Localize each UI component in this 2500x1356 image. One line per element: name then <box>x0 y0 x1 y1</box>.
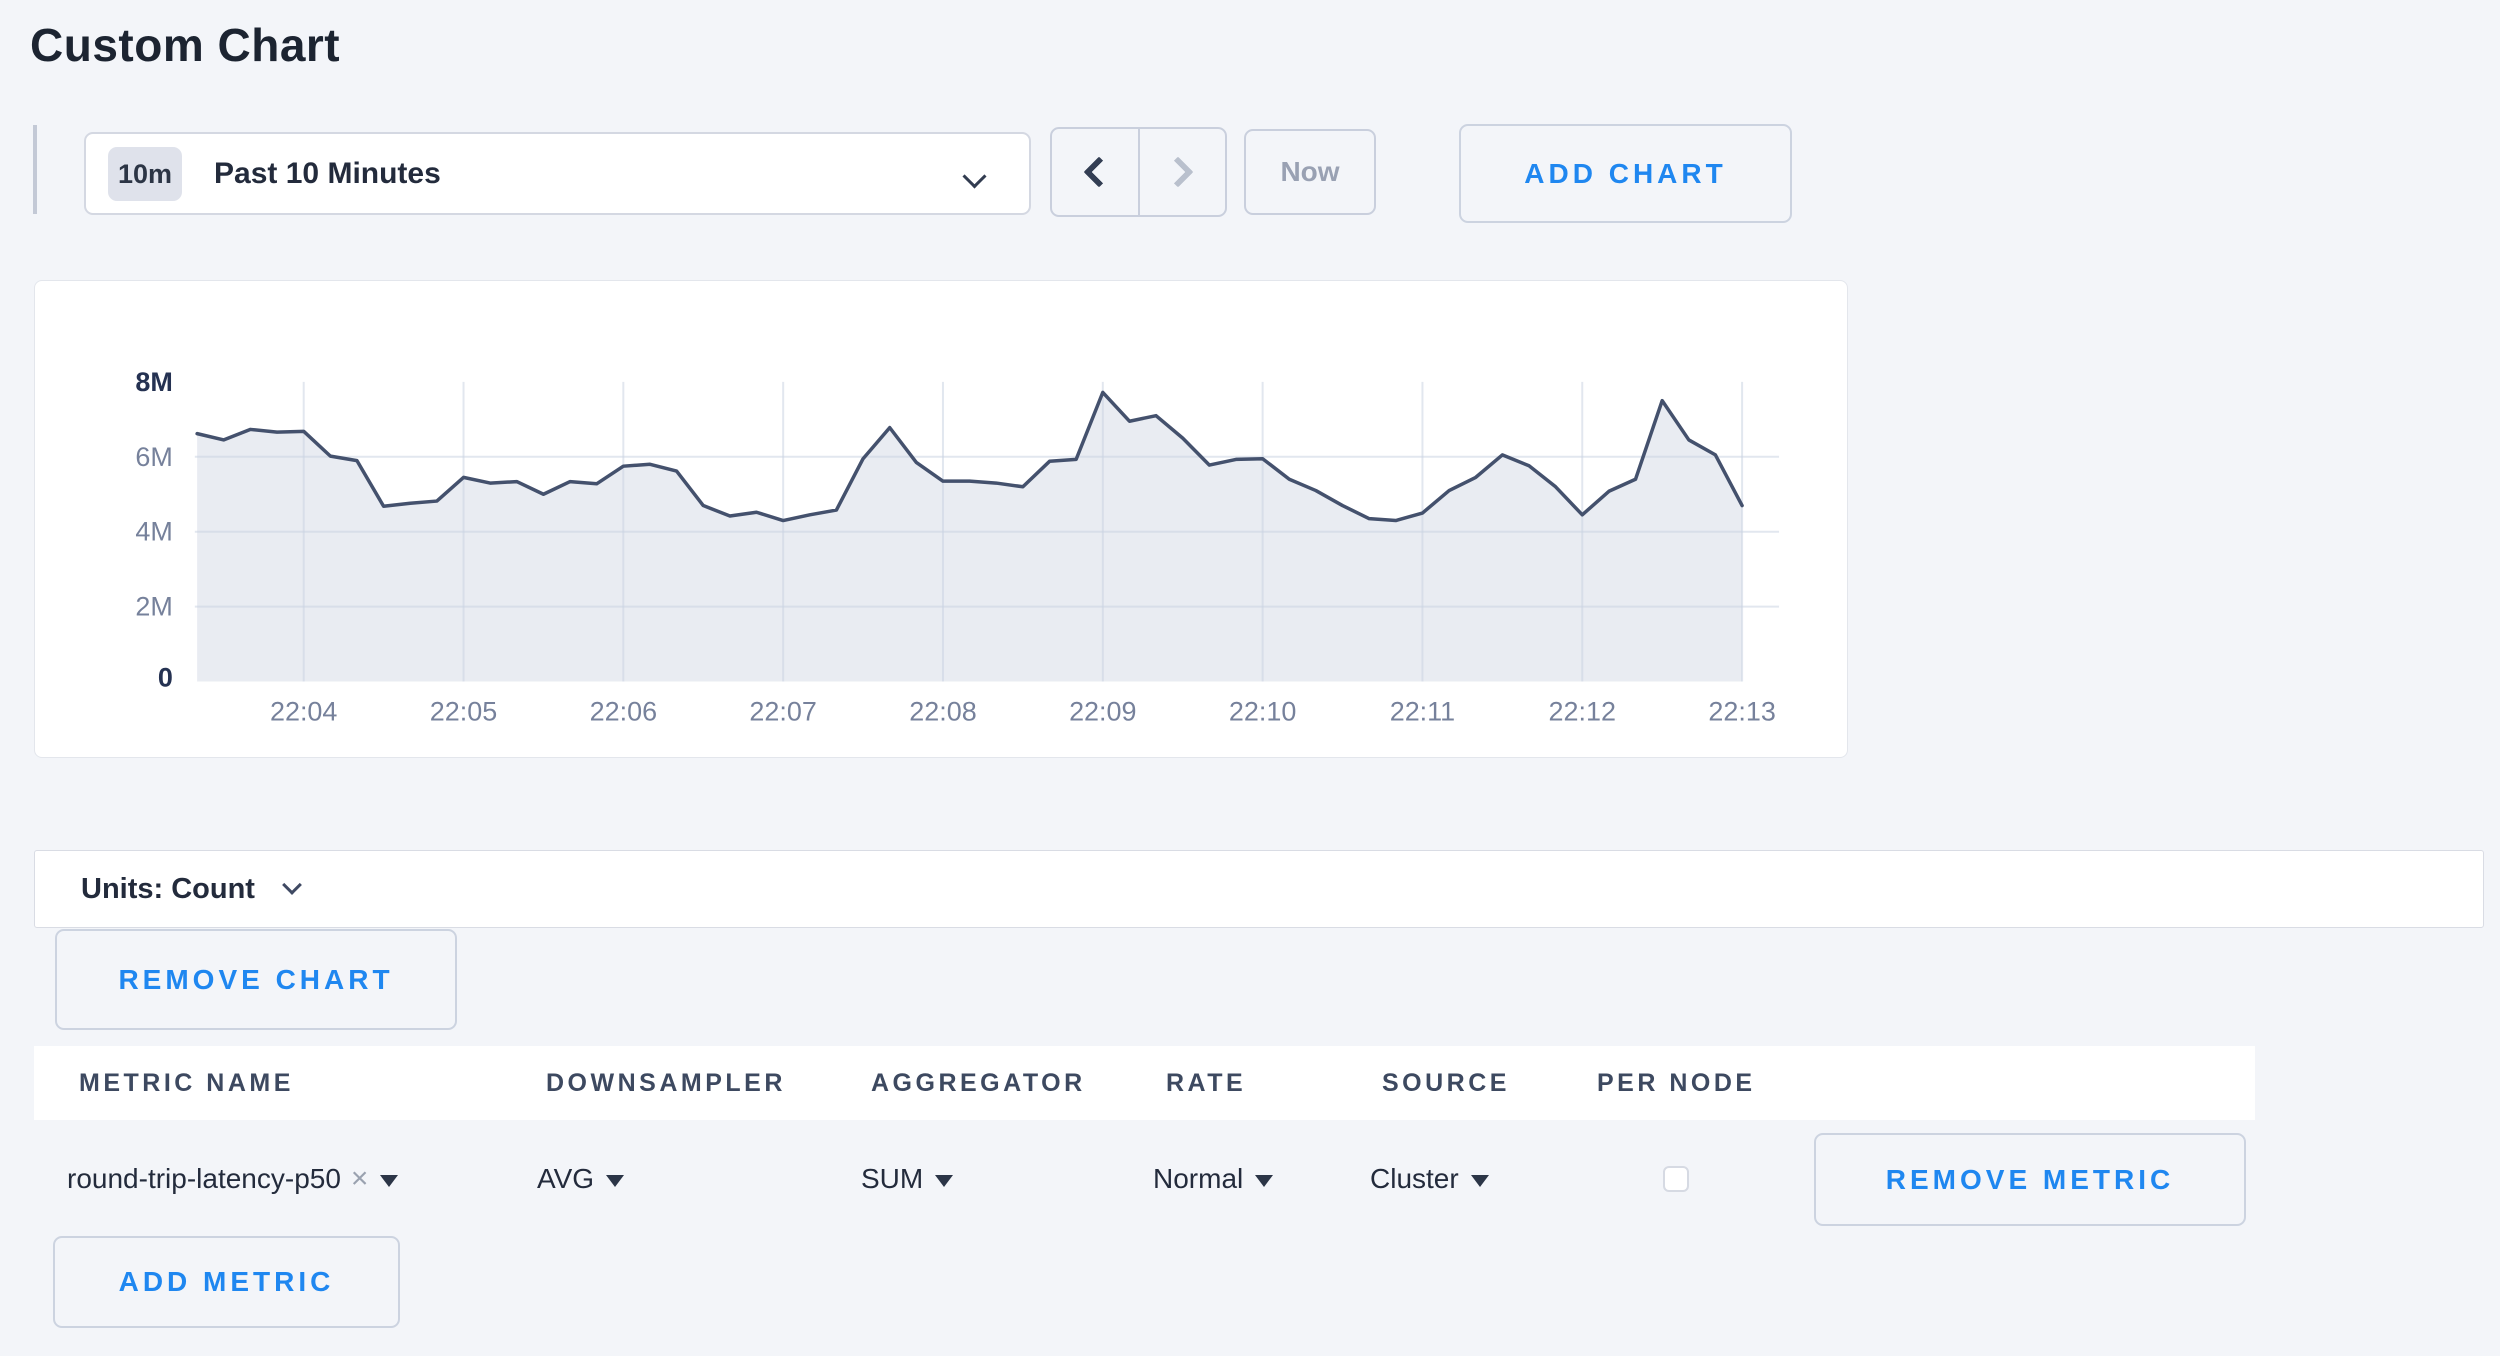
x-axis-label: 22:13 <box>1708 697 1775 727</box>
header-rate: RATE <box>1166 1069 1247 1097</box>
units-label: Units: Count <box>81 872 255 905</box>
time-window-badge: 10m <box>108 146 183 201</box>
time-nav-group <box>1050 127 1227 217</box>
page-title: Custom Chart <box>30 19 341 71</box>
metric-row: round-trip-latency-p50 × AVG SUM Normal … <box>34 1120 2255 1237</box>
next-time-button[interactable] <box>1140 129 1226 215</box>
metric-name-select[interactable]: round-trip-latency-p50 × <box>67 1120 399 1237</box>
time-range-dropdown[interactable]: 10m Past 10 Minutes <box>84 132 1031 215</box>
chevron-left-icon <box>1083 156 1115 188</box>
custom-chart-canvas: 8M 6M 4M 2M 0 22:04 22:05 22:06 22:07 22:08 22:09 2… <box>135 367 1780 727</box>
rate-value: Normal <box>1153 1162 1244 1194</box>
header-per-node: PER NODE <box>1597 1069 1756 1097</box>
series-line <box>195 390 1744 523</box>
x-axis-label: 22:12 <box>1549 697 1616 727</box>
x-axis-label: 22:11 <box>1390 697 1455 727</box>
chevron-down-icon <box>282 875 302 895</box>
y-axis-label: 0 <box>158 663 173 693</box>
caret-down-icon <box>935 1174 954 1187</box>
per-node-checkbox[interactable] <box>1663 1166 1689 1192</box>
metric-name-value: round-trip-latency-p50 <box>67 1162 341 1194</box>
source-select[interactable]: Cluster <box>1370 1120 1489 1237</box>
add-chart-button[interactable]: ADD CHART <box>1459 124 1792 223</box>
controls-accent-bar <box>33 125 37 214</box>
caret-down-icon <box>1255 1174 1274 1187</box>
y-axis-label: 8M <box>135 367 172 397</box>
now-button[interactable]: Now <box>1244 129 1376 215</box>
aggregator-select[interactable]: SUM <box>861 1120 954 1237</box>
add-metric-button[interactable]: ADD METRIC <box>53 1236 400 1328</box>
metrics-table-header: METRIC NAME DOWNSAMPLER AGGREGATOR RATE … <box>34 1046 2255 1120</box>
units-dropdown[interactable]: Units: Count <box>34 850 2484 928</box>
x-axis-label: 22:06 <box>590 697 657 727</box>
close-icon[interactable]: × <box>350 1161 369 1195</box>
y-axis-label: 6M <box>135 442 172 472</box>
downsampler-value: AVG <box>537 1162 595 1194</box>
caret-down-icon <box>1470 1174 1489 1187</box>
caret-down-icon <box>380 1174 399 1187</box>
aggregator-value: SUM <box>861 1162 924 1194</box>
chart-card: 8M 6M 4M 2M 0 22:04 22:05 22:06 22:07 22:08 22:09 2… <box>34 280 1848 758</box>
downsampler-select[interactable]: AVG <box>537 1120 625 1237</box>
x-axis-label: 22:10 <box>1229 697 1296 727</box>
y-axis-label: 2M <box>135 592 172 622</box>
header-source: SOURCE <box>1382 1069 1510 1097</box>
x-axis-label: 22:05 <box>430 697 497 727</box>
x-axis-label: 22:07 <box>749 697 816 727</box>
chevron-down-icon <box>962 164 987 189</box>
x-axis-label: 22:09 <box>1069 697 1136 727</box>
prev-time-button[interactable] <box>1052 129 1140 215</box>
remove-chart-button[interactable]: REMOVE CHART <box>55 929 457 1030</box>
chevron-right-icon <box>1162 156 1194 188</box>
caret-down-icon <box>606 1174 625 1187</box>
x-axis-label: 22:04 <box>270 697 337 727</box>
source-value: Cluster <box>1370 1162 1459 1194</box>
y-axis-label: 4M <box>135 517 172 547</box>
rate-select[interactable]: Normal <box>1153 1120 1274 1237</box>
remove-metric-button[interactable]: REMOVE METRIC <box>1814 1133 2246 1226</box>
series-area-fill <box>197 392 1743 682</box>
header-downsampler: DOWNSAMPLER <box>546 1069 786 1097</box>
x-axis-label: 22:08 <box>909 697 976 727</box>
header-aggregator: AGGREGATOR <box>871 1069 1086 1097</box>
header-metric-name: METRIC NAME <box>79 1069 294 1097</box>
time-window-label: Past 10 Minutes <box>214 156 441 190</box>
